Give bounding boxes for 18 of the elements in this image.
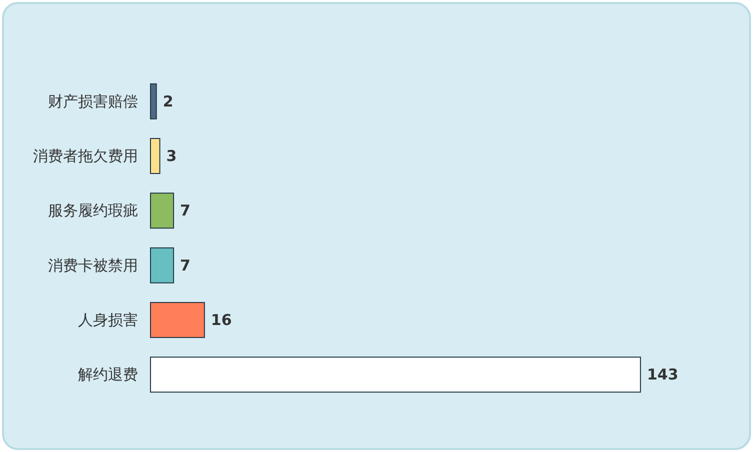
data-label: 16 [210, 311, 232, 329]
data-label: 7 [180, 202, 190, 220]
bar [150, 138, 160, 174]
bar [150, 83, 157, 120]
data-label: 3 [166, 147, 177, 165]
bar [150, 356, 641, 393]
y-tick-label: 消费卡被禁用 [48, 256, 138, 274]
data-label: 7 [180, 256, 190, 274]
bar [150, 247, 174, 284]
data-label: 143 [646, 366, 678, 384]
y-tick-label: 服务履约瑕疵 [48, 202, 138, 220]
bar [150, 302, 205, 338]
bar [150, 192, 174, 229]
y-tick-label: 人身损害 [78, 311, 138, 329]
data-label: 2 [162, 92, 174, 110]
y-tick-label: 财产损害赔偿 [48, 92, 138, 110]
y-tick-label: 解约退费 [78, 366, 138, 384]
y-tick-label: 消费者拖欠费用 [33, 147, 138, 165]
